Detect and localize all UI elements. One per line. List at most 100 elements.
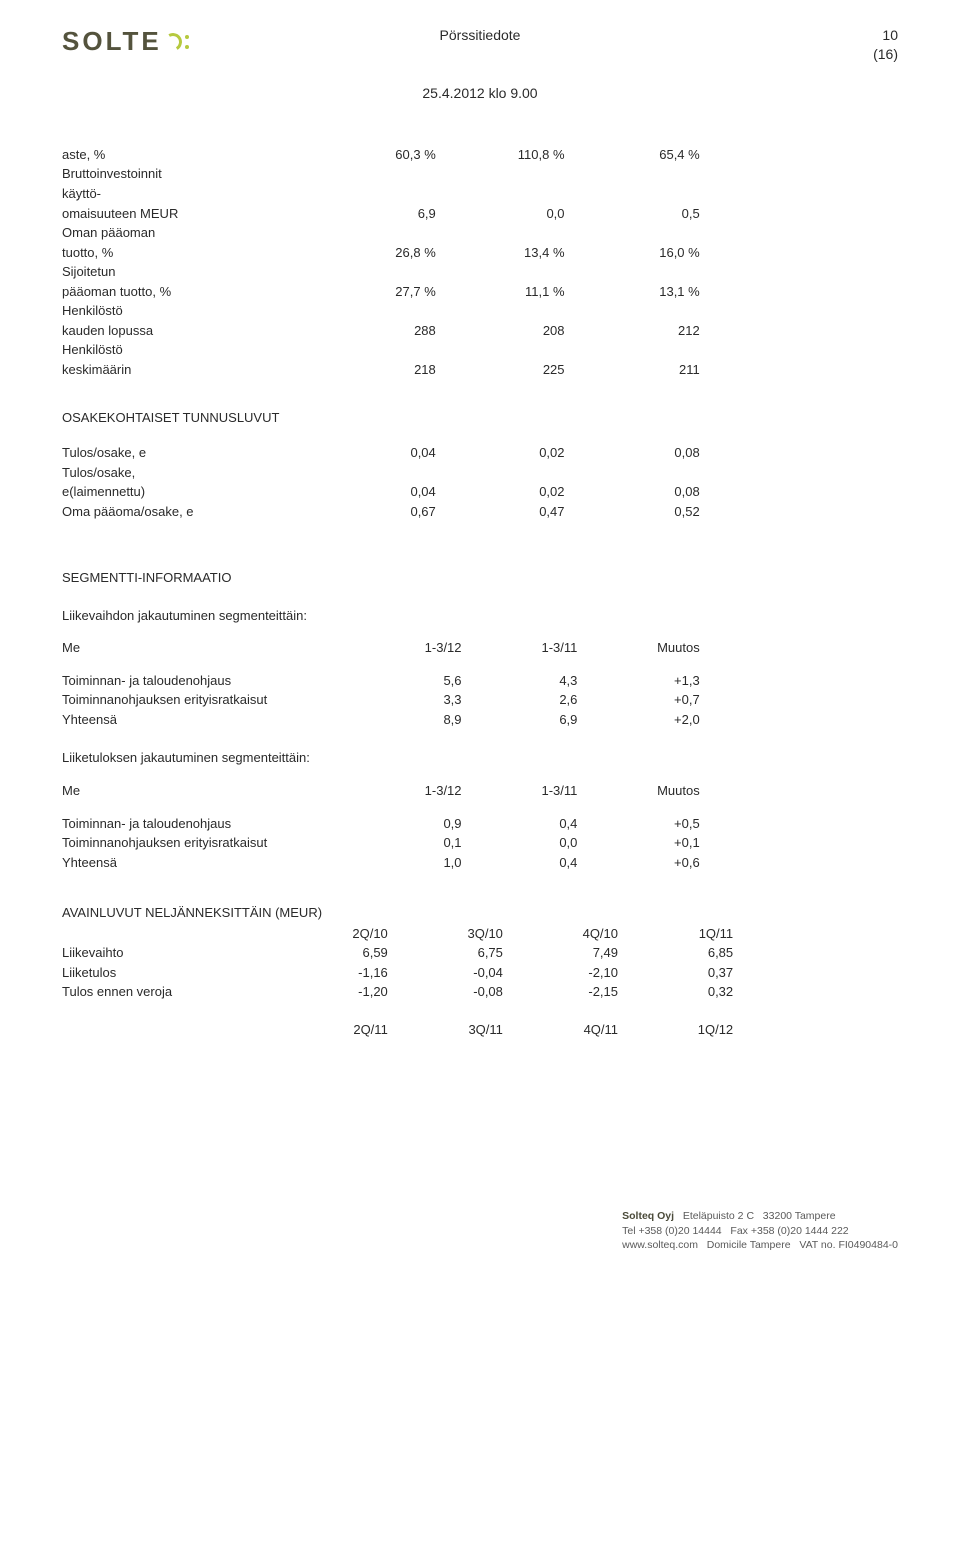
cell: 6,59 [279,943,394,963]
cell [442,301,571,321]
cell [571,164,706,184]
quarterly-title: AVAINLUVUT NELJÄNNEKSITTÄIN (MEUR) [62,904,898,922]
cell [442,262,571,282]
cell: 7,49 [509,943,624,963]
cell: 0,67 [313,502,442,522]
row-label: e(laimennettu) [62,482,313,502]
row-label: aste, % [62,145,313,165]
cell: 0,0 [442,204,571,224]
cell: 0,5 [571,204,706,224]
profit-segment-title: Liiketuloksen jakautuminen segmenteittäi… [62,749,898,767]
cell: 0,02 [442,482,571,502]
row-label: Yhteensä [62,710,352,730]
cell: 2,6 [468,690,584,710]
cell: 208 [442,321,571,341]
row-label: Sijoitetun [62,262,313,282]
cell: Muutos [583,781,705,801]
cell: 65,4 % [571,145,706,165]
cell: 0,47 [442,502,571,522]
cell: -0,04 [394,963,509,983]
cell: 4,3 [468,658,584,691]
row-label: Tulos/osake, e [62,443,313,463]
quarterly-table: 2Q/103Q/104Q/101Q/11Liikevaihto6,596,757… [62,924,739,1040]
segment-title: SEGMENTTI-INFORMAATIO [62,569,898,587]
row-label [62,924,279,944]
cell: 3,3 [352,690,468,710]
revenue-segment-table: Me1-3/121-3/11MuutosToiminnan- ja taloud… [62,638,706,729]
cell: 0,52 [571,502,706,522]
row-label: Me [62,638,352,658]
col-header: 2Q/11 [279,1020,394,1040]
cell: 1-3/12 [352,638,468,658]
row-label: Toiminnanohjauksen erityisratkaisut [62,833,352,853]
cell: 6,9 [468,710,584,730]
cell [571,262,706,282]
logo-dots-icon [185,35,189,49]
cell: -1,20 [279,982,394,1002]
cell: +0,7 [583,690,705,710]
cell: 27,7 % [313,282,442,302]
cell: 0,32 [624,982,739,1002]
cell: 225 [442,360,571,380]
cell [571,184,706,204]
revenue-segment-title: Liikevaihdon jakautuminen segmenteittäin… [62,607,898,625]
cell: -2,15 [509,982,624,1002]
cell [442,184,571,204]
row-label: pääoman tuotto, % [62,282,313,302]
cell: -1,16 [279,963,394,983]
cell: 6,9 [313,204,442,224]
cell: 0,0 [468,833,584,853]
footer-company: Solteq Oyj [622,1210,674,1222]
row-label: Toiminnan- ja taloudenohjaus [62,801,352,834]
cell: 110,8 % [442,145,571,165]
doc-type: Pörssitiedote [440,26,521,45]
cell: 1-3/12 [352,781,468,801]
cell: 26,8 % [313,243,442,263]
cell: 1-3/11 [468,638,584,658]
cell: 0,04 [313,443,442,463]
row-label: Henkilöstö [62,301,313,321]
cell: +0,1 [583,833,705,853]
cell: 0,4 [468,853,584,873]
cell [313,301,442,321]
cell: 13,1 % [571,282,706,302]
cell: 1,0 [352,853,468,873]
cell: 6,85 [624,943,739,963]
cell: 211 [571,360,706,380]
col-header: 3Q/10 [394,924,509,944]
logo: SOLTE [62,24,189,59]
col-header: 1Q/11 [624,924,739,944]
cell [571,340,706,360]
cell: 212 [571,321,706,341]
col-header: 4Q/11 [509,1020,624,1040]
cell: 13,4 % [442,243,571,263]
cell: 288 [313,321,442,341]
cell [442,463,571,483]
per-share-title: OSAKEKOHTAISET TUNNUSLUVUT [62,409,898,427]
cell: +1,3 [583,658,705,691]
cell: +0,5 [583,801,705,834]
header: SOLTE Pörssitiedote 10 (16) [62,24,898,80]
row-label: Liiketulos [62,963,279,983]
row-label: Toiminnan- ja taloudenohjaus [62,658,352,691]
cell: 0,04 [313,482,442,502]
key-ratios-table: aste, %60,3 %110,8 %65,4 %Bruttoinvestoi… [62,145,706,380]
cell [571,301,706,321]
cell [313,340,442,360]
logo-q-icon [162,31,184,53]
row-label: Toiminnanohjauksen erityisratkaisut [62,690,352,710]
cell [442,164,571,184]
cell: 0,1 [352,833,468,853]
cell: -0,08 [394,982,509,1002]
row-label: omaisuuteen MEUR [62,204,313,224]
cell: 218 [313,360,442,380]
cell: 5,6 [352,658,468,691]
cell: 1-3/11 [468,781,584,801]
row-label: käyttö- [62,184,313,204]
row-label [62,1020,279,1040]
row-label: kauden lopussa [62,321,313,341]
col-header: 3Q/11 [394,1020,509,1040]
row-label: Yhteensä [62,853,352,873]
cell: 6,75 [394,943,509,963]
cell [313,463,442,483]
